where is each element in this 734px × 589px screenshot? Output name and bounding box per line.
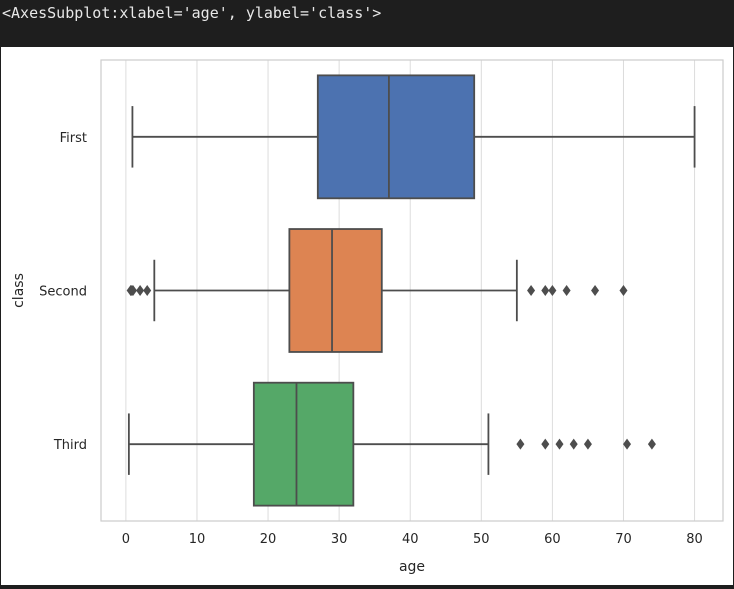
x-tick-label: 0 [122,532,130,547]
outlier-point [143,285,152,296]
outlier-point [136,285,145,296]
y-tick-label: Third [53,438,87,453]
x-tick-label: 70 [615,532,632,547]
outlier-point [128,285,137,296]
x-tick-label: 50 [473,532,490,547]
plot-frame [100,59,724,522]
outlier-point [527,285,536,296]
outlier-point [623,438,632,450]
outlier-point [541,285,550,296]
outlier-point [591,285,600,296]
x-tick-label: 40 [402,532,419,547]
output-header: <AxesSubplot:xlabel='age', ylabel='class… [0,0,734,46]
box-plot: 0 10 20 30 40 50 60 70 80 First Second Third age clas… [11,59,724,575]
box-first [316,74,476,200]
outlier-point [562,285,571,296]
box-third [252,381,355,507]
x-tick-label: 30 [331,532,348,547]
outlier-point [647,438,656,450]
x-tick-label: 60 [544,532,561,547]
outlier-point [569,438,578,450]
outlier-point [541,438,550,450]
y-tick-label: First [60,131,87,146]
outlier-point [516,438,525,450]
outlier-point [619,285,628,296]
x-tick-label: 80 [686,532,703,547]
x-tick-label: 10 [189,532,206,547]
output-text: <AxesSubplot:xlabel='age', ylabel='class… [2,4,382,22]
outlier-point [555,438,564,450]
chart-figure: 0 10 20 30 40 50 60 70 80 First Second Third age clas… [1,47,733,585]
x-tick-label: 20 [260,532,277,547]
x-axis-label: age [399,559,425,575]
outlier-point [583,438,592,450]
outlier-point [548,285,557,296]
box-second [288,228,383,353]
y-axis-label: class [11,273,27,308]
y-tick-label: Second [39,285,87,300]
